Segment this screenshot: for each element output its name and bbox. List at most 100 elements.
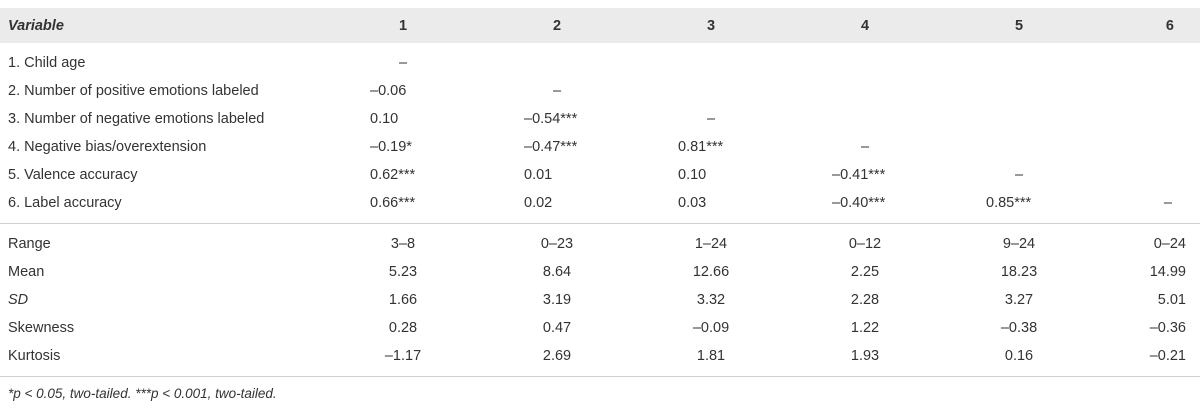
correlation-table: Variable 1 2 3 4 5 6 1. Child age –2. Number of… bbox=[0, 8, 1200, 377]
cell: 0.10 bbox=[370, 111, 399, 127]
cell: – bbox=[1014, 167, 1024, 183]
blank-cell bbox=[942, 105, 1096, 133]
blank-cell bbox=[788, 43, 942, 77]
cell: 1.22 bbox=[850, 320, 880, 336]
cell: –0.47*** bbox=[524, 139, 578, 155]
row-label: Mean bbox=[8, 264, 45, 280]
correlation-row: 4. Negative bias/overextension –0.19* –0.4… bbox=[0, 133, 1200, 161]
row-label: Skewness bbox=[8, 320, 75, 336]
cell: 0.47 bbox=[542, 320, 572, 336]
blank-cell bbox=[788, 105, 942, 133]
header-cell: Variable bbox=[0, 8, 326, 43]
correlation-row: 3. Number of negative emotions labeled 0.… bbox=[0, 105, 1200, 133]
blank-cell bbox=[480, 43, 634, 77]
cell: 1.81 bbox=[696, 348, 726, 364]
cell: 0.66*** bbox=[370, 195, 416, 211]
cell: 0.85*** bbox=[986, 195, 1032, 211]
cell: 12.66 bbox=[692, 264, 730, 280]
row-label: 6. Label accuracy bbox=[8, 195, 122, 211]
blank-cell bbox=[942, 43, 1096, 77]
cell: –0.38 bbox=[1000, 320, 1038, 336]
cell: 0.01 bbox=[524, 167, 553, 183]
statistics-rows: Range 3–8 0–23 1–24 0–12 9–24 0–24 Mean 5.23 8.64… bbox=[0, 223, 1200, 377]
statistic-row: Range 3–8 0–23 1–24 0–12 9–24 0–24 bbox=[0, 224, 1200, 259]
cell: 0.81*** bbox=[678, 139, 724, 155]
correlation-row: 6. Label accuracy 0.66*** 0.02 0.03 –0.40***… bbox=[0, 189, 1200, 224]
cell: 1.93 bbox=[850, 348, 880, 364]
cell: 3.32 bbox=[696, 292, 726, 308]
correlation-rows: 1. Child age –2. Number of positive emoti… bbox=[0, 43, 1200, 224]
header-row: Variable 1 2 3 4 5 6 bbox=[0, 8, 1200, 43]
cell: – bbox=[1163, 195, 1172, 211]
footnote: *p < 0.05, two-tailed. ***p < 0.001, two… bbox=[8, 386, 277, 401]
cell: 0–24 bbox=[1153, 236, 1186, 252]
cell: –0.09 bbox=[692, 320, 730, 336]
cell: 3.19 bbox=[542, 292, 572, 308]
correlation-row: 5. Valence accuracy 0.62*** 0.01 0.10 –0.41*… bbox=[0, 161, 1200, 189]
cell: 0.16 bbox=[1004, 348, 1034, 364]
header-cell: 2 bbox=[480, 8, 634, 43]
blank-cell bbox=[634, 43, 788, 77]
cell: 0.02 bbox=[524, 195, 553, 211]
blank-cell bbox=[788, 77, 942, 105]
row-label: 3. Number of negative emotions labeled bbox=[8, 111, 265, 127]
cell: 5.23 bbox=[388, 264, 418, 280]
header-cell: 3 bbox=[634, 8, 788, 43]
row-label: 4. Negative bias/overextension bbox=[8, 139, 207, 155]
cell: 2.25 bbox=[850, 264, 880, 280]
cell: 5.01 bbox=[1157, 292, 1186, 308]
row-label: 5. Valence accuracy bbox=[8, 167, 138, 183]
cell: 3–8 bbox=[390, 236, 416, 252]
statistic-row: Skewness 0.28 0.47 –0.09 1.22 –0.38 –0.36 bbox=[0, 314, 1200, 342]
cell: –0.21 bbox=[1149, 348, 1186, 364]
header-cell: 1 bbox=[326, 8, 480, 43]
cell: 0–12 bbox=[848, 236, 882, 252]
cell: –0.19* bbox=[370, 139, 412, 155]
blank-cell bbox=[634, 77, 788, 105]
cell: 18.23 bbox=[1000, 264, 1038, 280]
cell: 1–24 bbox=[694, 236, 728, 252]
cell: –0.40*** bbox=[832, 195, 886, 211]
header-cell: 5 bbox=[942, 8, 1096, 43]
cell: 9–24 bbox=[1002, 236, 1036, 252]
cell: 0.03 bbox=[678, 195, 707, 211]
row-label: SD bbox=[8, 292, 29, 308]
cell: 0.28 bbox=[388, 320, 418, 336]
cell: 0.10 bbox=[678, 167, 707, 183]
row-label: Range bbox=[8, 236, 51, 252]
cell: 1.66 bbox=[388, 292, 418, 308]
correlation-row: 2. Number of positive emotions labeled –0… bbox=[0, 77, 1200, 105]
cell: –0.41*** bbox=[832, 167, 886, 183]
table-header: Variable 1 2 3 4 5 6 bbox=[0, 8, 1200, 43]
statistic-row: SD 1.66 3.19 3.32 2.28 3.27 5.01 bbox=[0, 286, 1200, 314]
cell: – bbox=[398, 55, 408, 71]
cell: 8.64 bbox=[542, 264, 572, 280]
cell: 0–23 bbox=[540, 236, 574, 252]
cell: 2.28 bbox=[850, 292, 880, 308]
row-label: 1. Child age bbox=[8, 55, 86, 71]
cell: –0.36 bbox=[1149, 320, 1186, 336]
cell: 0.62*** bbox=[370, 167, 416, 183]
cell: –0.06 bbox=[370, 83, 407, 99]
cell: – bbox=[552, 83, 562, 99]
cell: 14.99 bbox=[1149, 264, 1186, 280]
cell: 3.27 bbox=[1004, 292, 1034, 308]
cell: –1.17 bbox=[384, 348, 422, 364]
header-cell: 4 bbox=[788, 8, 942, 43]
blank-cell bbox=[1096, 133, 1200, 161]
blank-cell bbox=[1096, 43, 1200, 77]
row-label: 2. Number of positive emotions labeled bbox=[8, 83, 259, 99]
blank-cell bbox=[1096, 161, 1200, 189]
cell: – bbox=[860, 139, 870, 155]
statistic-row: Mean 5.23 8.64 12.66 2.25 18.23 14.99 bbox=[0, 258, 1200, 286]
header-cell: 6 bbox=[1096, 8, 1200, 43]
statistic-row: Kurtosis –1.17 2.69 1.81 1.93 0.16 –0.21 bbox=[0, 342, 1200, 377]
correlation-row: 1. Child age – bbox=[0, 43, 1200, 77]
cell: –0.54*** bbox=[524, 111, 578, 127]
cell: – bbox=[706, 111, 716, 127]
blank-cell bbox=[1096, 77, 1200, 105]
row-label: Kurtosis bbox=[8, 348, 61, 364]
blank-cell bbox=[1096, 105, 1200, 133]
cell: 2.69 bbox=[542, 348, 572, 364]
